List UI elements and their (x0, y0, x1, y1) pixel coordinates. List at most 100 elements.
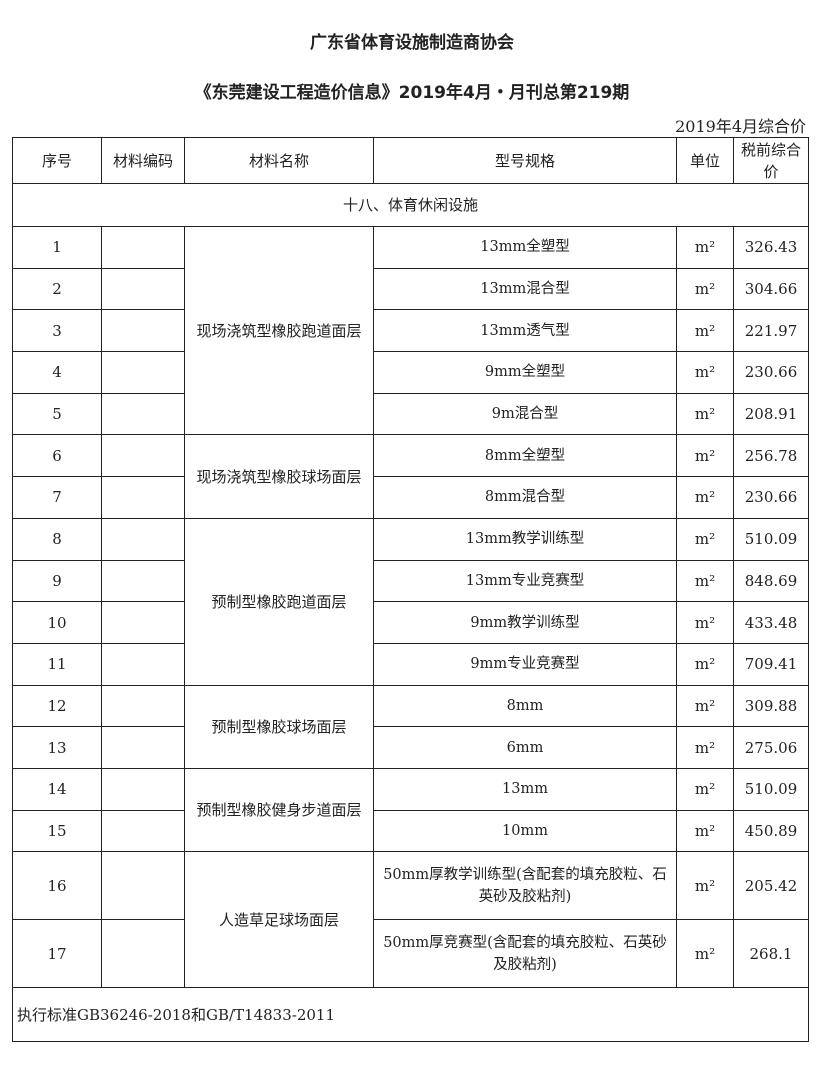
unit: m² (676, 684, 734, 728)
unit: m² (676, 919, 734, 989)
row-index: 1 (12, 226, 102, 269)
table-row: 12 预制型橡胶球场面层 8mm m² 309.88 (12, 684, 809, 769)
document-title: 广东省体育设施制造商协会 (310, 33, 514, 53)
spec: 50mm厚教学训练型(含配套的填充胶粒、石英砂及胶粘剂) (373, 851, 677, 921)
table-row: 9 13mm专业竞赛型 m² 848.69 (12, 559, 809, 603)
section-row: 十八、体育休闲设施 (12, 183, 809, 227)
spec: 9mm教学训练型 (373, 601, 677, 644)
price: 221.97 (733, 309, 809, 353)
header-unit: 单位 (676, 137, 734, 184)
unit: m² (676, 267, 734, 311)
material-code (101, 392, 185, 436)
material-code (101, 851, 185, 921)
table-row: 13 6mm m² 275.06 (12, 726, 809, 769)
unit: m² (676, 351, 734, 394)
spec: 13mm (373, 767, 677, 811)
unit: m² (676, 809, 734, 853)
table-row: 5 9m混合型 m² 208.91 (12, 392, 809, 436)
unit: m² (676, 726, 734, 769)
material-name: 预制型橡胶跑道面层 (184, 517, 374, 686)
price: 268.1 (733, 919, 809, 989)
material-code (101, 267, 185, 311)
price: 230.66 (733, 476, 809, 519)
row-index: 7 (12, 476, 102, 519)
material-code (101, 434, 185, 478)
row-index: 5 (12, 392, 102, 436)
material-code (101, 767, 185, 811)
material-name: 预制型橡胶健身步道面层 (184, 767, 374, 853)
price: 709.41 (733, 642, 809, 686)
material-code (101, 919, 185, 989)
table-row: 8 预制型橡胶跑道面层 13mm教学训练型 m² 510.09 (12, 517, 809, 686)
material-code (101, 226, 185, 269)
row-index: 9 (12, 559, 102, 603)
header-row: 序号 材料编码 材料名称 型号规格 单位 税前综合价 (12, 137, 809, 184)
material-code (101, 476, 185, 519)
unit: m² (676, 476, 734, 519)
material-code (101, 642, 185, 686)
unit: m² (676, 309, 734, 353)
price: 450.89 (733, 809, 809, 853)
price: 433.48 (733, 601, 809, 644)
row-index: 13 (12, 726, 102, 769)
spec: 13mm全塑型 (373, 226, 677, 269)
table-row: 16 人造草足球场面层 50mm厚教学训练型(含配套的填充胶粒、石英砂及胶粘剂) m²… (12, 851, 809, 989)
row-index: 4 (12, 351, 102, 394)
spec: 8mm混合型 (373, 476, 677, 519)
spec: 10mm (373, 809, 677, 853)
unit: m² (676, 767, 734, 811)
table-row: 4 9mm全塑型 m² 230.66 (12, 351, 809, 394)
table-row: 10 9mm教学训练型 m² 433.48 (12, 601, 809, 644)
row-index: 15 (12, 809, 102, 853)
price-note: 2019年4月综合价 (675, 117, 806, 136)
price: 230.66 (733, 351, 809, 394)
row-index: 11 (12, 642, 102, 686)
row-index: 8 (12, 517, 102, 561)
table-row: 11 9mm专业竞赛型 m² 709.41 (12, 642, 809, 686)
row-index: 16 (12, 851, 102, 921)
table-row: 6 现场浇筑型橡胶球场面层 8mm全塑型 m² 256.78 (12, 434, 809, 519)
spec: 13mm教学训练型 (373, 517, 677, 561)
table-row: 2 13mm混合型 m² 304.66 (12, 267, 809, 311)
row-index: 2 (12, 267, 102, 311)
price: 208.91 (733, 392, 809, 436)
table-row: 17 50mm厚竞赛型(含配套的填充胶粒、石英砂及胶粘剂) m² 268.1 (12, 919, 809, 989)
unit: m² (676, 392, 734, 436)
row-index: 14 (12, 767, 102, 811)
table-row: 7 8mm混合型 m² 230.66 (12, 476, 809, 519)
material-code (101, 559, 185, 603)
header-price: 税前综合价 (733, 137, 809, 184)
unit: m² (676, 517, 734, 561)
document-subtitle: 《东莞建设工程造价信息》2019年4月・月刊总第219期 (194, 83, 630, 103)
row-index: 3 (12, 309, 102, 353)
spec: 13mm混合型 (373, 267, 677, 311)
spec: 8mm全塑型 (373, 434, 677, 478)
price: 848.69 (733, 559, 809, 603)
header-code: 材料编码 (101, 137, 185, 184)
spec: 13mm透气型 (373, 309, 677, 353)
price: 256.78 (733, 434, 809, 478)
price: 510.09 (733, 517, 809, 561)
spec: 9mm专业竞赛型 (373, 642, 677, 686)
row-index: 12 (12, 684, 102, 728)
unit: m² (676, 851, 734, 921)
material-code (101, 309, 185, 353)
price: 304.66 (733, 267, 809, 311)
header-spec: 型号规格 (373, 137, 677, 184)
price-table: 序号 材料编码 材料名称 型号规格 单位 税前综合价 十八、体育休闲设施 1 现场浇筑型橡胶跑道… (12, 137, 809, 1043)
header-index: 序号 (12, 137, 102, 184)
unit: m² (676, 642, 734, 686)
material-code (101, 517, 185, 561)
material-code (101, 726, 185, 769)
material-code (101, 351, 185, 394)
row-index: 10 (12, 601, 102, 644)
header-name: 材料名称 (184, 137, 374, 184)
table-row: 14 预制型橡胶健身步道面层 13mm m² 510.09 (12, 767, 809, 853)
material-name: 人造草足球场面层 (184, 851, 374, 989)
price: 326.43 (733, 226, 809, 269)
spec: 9m混合型 (373, 392, 677, 436)
price: 205.42 (733, 851, 809, 921)
spec: 13mm专业竞赛型 (373, 559, 677, 603)
price: 510.09 (733, 767, 809, 811)
material-name: 现场浇筑型橡胶跑道面层 (184, 225, 374, 436)
